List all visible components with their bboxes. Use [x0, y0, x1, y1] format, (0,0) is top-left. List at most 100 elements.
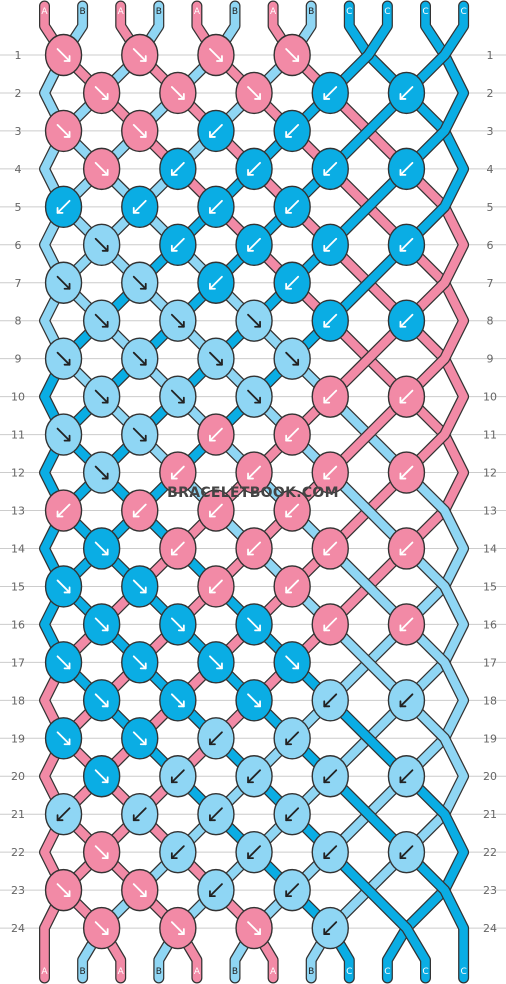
- knot-arrowhead-icon: [216, 55, 223, 62]
- knot-arrow-icon: [209, 275, 223, 290]
- knot-arrow-icon: [56, 427, 71, 442]
- strand-path: [40, 1, 468, 983]
- strand-label-bottom: B: [232, 967, 238, 977]
- knot-arrowhead-icon: [101, 320, 109, 328]
- strand-path: [40, 1, 468, 983]
- knot-arrowhead-icon: [323, 396, 331, 404]
- knot: [311, 223, 349, 267]
- knot: [273, 868, 311, 912]
- knot-arrowhead-icon: [399, 624, 407, 632]
- knot-arrowhead-icon: [209, 586, 216, 594]
- knot-grid: [44, 33, 426, 950]
- row-label-left: 11: [11, 429, 25, 442]
- knot-arrowhead-icon: [63, 358, 71, 366]
- strand-path: [40, 1, 468, 983]
- knot-arrow-icon: [285, 883, 300, 898]
- strand-label-top: B: [308, 7, 314, 17]
- knot-arrowhead-icon: [323, 700, 331, 708]
- knot-arrowhead-icon: [247, 472, 254, 480]
- knot-arrow-icon: [132, 275, 147, 290]
- knot-arrowhead-icon: [139, 662, 147, 670]
- knot: [273, 337, 311, 380]
- knot-arrowhead-icon: [247, 244, 254, 252]
- knot: [311, 906, 349, 950]
- strand-labels: A B A B A B A B C C C C A B A B A B A B C C C C: [41, 7, 466, 977]
- knot: [273, 413, 311, 456]
- knot-arrow-icon: [56, 655, 71, 670]
- knot-arrowhead-icon: [285, 282, 293, 290]
- knot-arrow-icon: [132, 807, 147, 822]
- knot-arrowhead-icon: [323, 93, 331, 100]
- knot-arrowhead-icon: [399, 320, 407, 328]
- knot-arrowhead-icon: [209, 814, 216, 822]
- knot-arrow-icon: [209, 731, 223, 746]
- knot-arrow-icon: [170, 465, 185, 480]
- row-label-left: 5: [15, 201, 22, 214]
- knot-arrow-icon: [132, 199, 147, 214]
- knot-arrowhead-icon: [323, 928, 331, 935]
- knot: [235, 830, 273, 874]
- knot: [273, 109, 311, 153]
- knot-arrowhead-icon: [285, 738, 293, 746]
- strand-label-bottom: A: [270, 967, 277, 977]
- strand-path: [40, 1, 468, 983]
- knot-arrowhead-icon: [285, 890, 293, 898]
- strand-label-top: C: [346, 7, 352, 17]
- knot: [82, 755, 121, 798]
- row-label-left: 17: [11, 656, 25, 669]
- knot: [273, 565, 311, 608]
- knot-arrow-icon: [209, 807, 223, 822]
- row-label-right: 17: [483, 656, 497, 669]
- knot-arrow-icon: [132, 655, 147, 670]
- knot-arrow-icon: [94, 769, 109, 784]
- row-label-right: 20: [483, 770, 497, 783]
- knot-arrow-icon: [94, 693, 109, 708]
- row-label-left: 1: [15, 49, 22, 62]
- knot: [197, 261, 235, 304]
- row-label-left: 24: [11, 922, 25, 935]
- row-label-left: 23: [11, 884, 25, 897]
- knot-arrowhead-icon: [292, 358, 300, 366]
- knot: [235, 451, 273, 494]
- knot-arrowhead-icon: [170, 776, 178, 784]
- knot-arrow-icon: [285, 351, 300, 366]
- knot: [121, 717, 159, 760]
- knot-arrow-icon: [323, 313, 338, 328]
- knot: [121, 641, 159, 684]
- knot-arrow-icon: [247, 389, 261, 404]
- knot-arrowhead-icon: [139, 282, 147, 290]
- row-label-left: 9: [15, 353, 22, 366]
- knot-arrow-icon: [209, 883, 223, 898]
- knot-arrowhead-icon: [209, 131, 216, 138]
- knot-arrow-icon: [399, 769, 414, 784]
- knot-arrow-icon: [323, 86, 338, 100]
- knot: [235, 679, 273, 722]
- knot-arrow-icon: [285, 503, 300, 518]
- strand-path: [40, 1, 468, 983]
- knot-arrowhead-icon: [170, 472, 178, 480]
- row-label-left: 21: [11, 808, 25, 821]
- knot: [387, 147, 426, 191]
- knot: [311, 755, 349, 798]
- knot: [44, 641, 83, 684]
- row-label-right: 7: [487, 277, 494, 290]
- knot: [387, 755, 426, 798]
- knot-arrow-icon: [209, 351, 223, 366]
- knot: [121, 413, 159, 456]
- strand-label-bottom: B: [308, 967, 314, 977]
- knot-arrowhead-icon: [254, 93, 261, 100]
- knot-arrowhead-icon: [399, 244, 407, 252]
- knot: [197, 717, 235, 760]
- knot-arrow-icon: [132, 427, 147, 442]
- knot-arrowhead-icon: [139, 586, 147, 594]
- knot-arrowhead-icon: [56, 206, 64, 214]
- knot-arrowhead-icon: [323, 320, 331, 328]
- knot-arrowhead-icon: [177, 624, 185, 632]
- knot-arrow-icon: [170, 389, 185, 404]
- row-label-right: 23: [483, 884, 497, 897]
- knot: [44, 185, 83, 229]
- knot-arrow-icon: [132, 124, 147, 138]
- knot-arrow-icon: [170, 313, 185, 328]
